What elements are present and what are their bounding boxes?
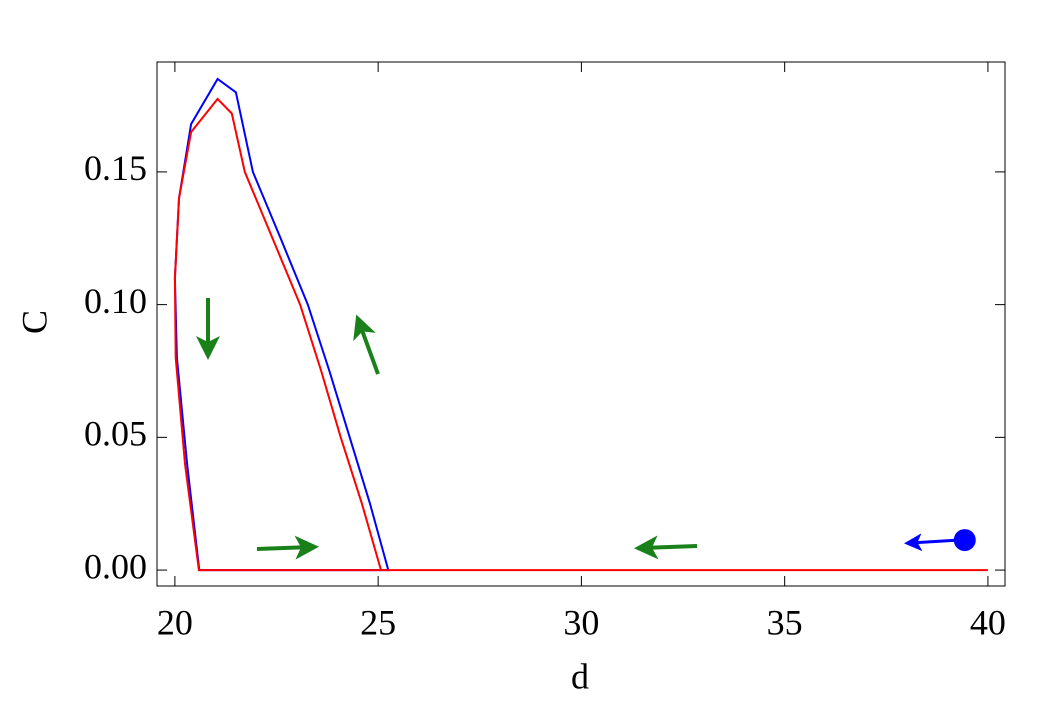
start-arrow [904,533,961,552]
arrow [256,535,319,560]
direction-arrows [196,298,698,560]
y-tick-label: 0.00 [84,546,147,586]
arrow [634,535,698,560]
start-point [953,529,976,552]
x-tick-label: 20 [157,602,193,642]
y-tick-label: 0.10 [84,281,147,321]
y-axis-label: C [14,310,54,334]
plot-frame [156,61,1006,587]
x-tick-label: 40 [970,602,1006,642]
x-tick-label: 35 [767,602,803,642]
y-tick-label: 0.05 [84,414,147,454]
x-axis-label: d [571,656,589,696]
x-tick-label: 30 [563,602,599,642]
curve [173,97,988,572]
arrow [353,314,380,375]
y-tick-label: 0.15 [84,148,147,188]
x-tick-label: 25 [360,602,396,642]
